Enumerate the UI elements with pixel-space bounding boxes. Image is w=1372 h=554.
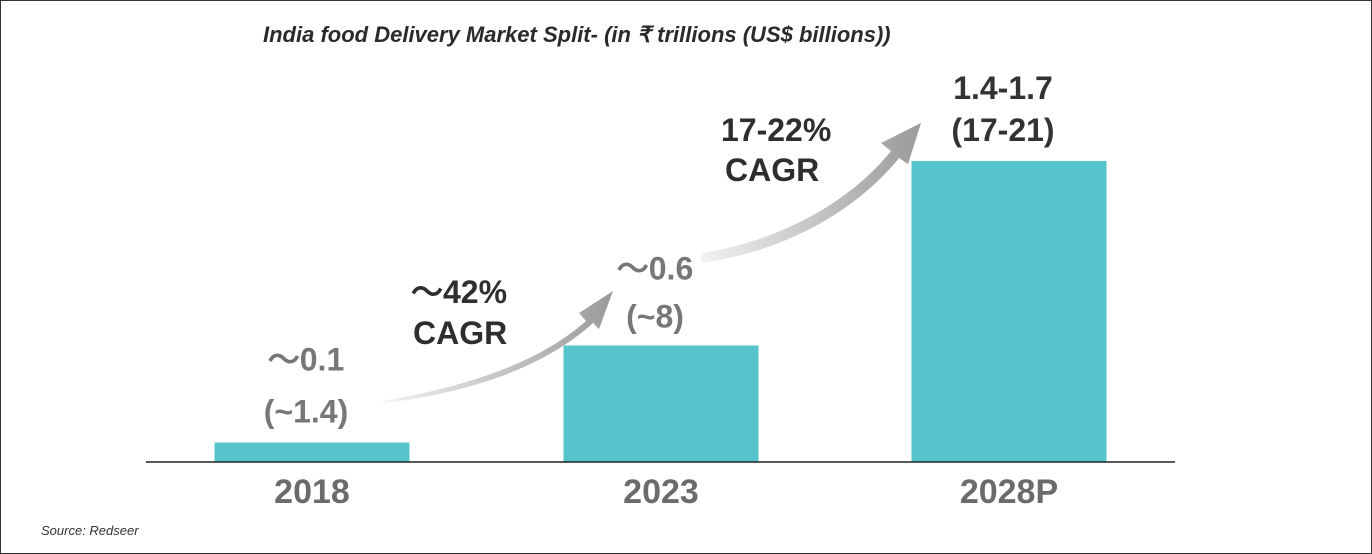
x-tick-label: 2018 [274,473,350,511]
data-label-line1: ～0.6 [617,250,694,286]
data-label-line1: ～0.1 [268,342,345,378]
source-note: Source: Redseer [41,523,139,538]
cagr-label-1-text: CAGR [413,315,507,351]
data-label-line1: 1.4-1.7 [953,70,1053,106]
bar-2023 [563,345,759,462]
bar-2018 [214,442,410,462]
data-label-line2: (17-21) [951,112,1054,148]
chart-title: India food Delivery Market Split- (in ₹ … [263,22,891,47]
cagr-label-2-value: 17-22% [721,112,831,148]
data-label-line2: (~1.4) [264,394,348,430]
cagr-label-1-value: ～42% [411,274,507,310]
growth-arrow-2 [701,123,921,263]
x-tick-label: 2028P [960,473,1058,511]
data-label-line2: (~8) [626,298,684,334]
x-tick-label: 2023 [623,473,699,511]
bar-2028P [911,161,1107,462]
cagr-label-2-text: CAGR [725,152,819,188]
